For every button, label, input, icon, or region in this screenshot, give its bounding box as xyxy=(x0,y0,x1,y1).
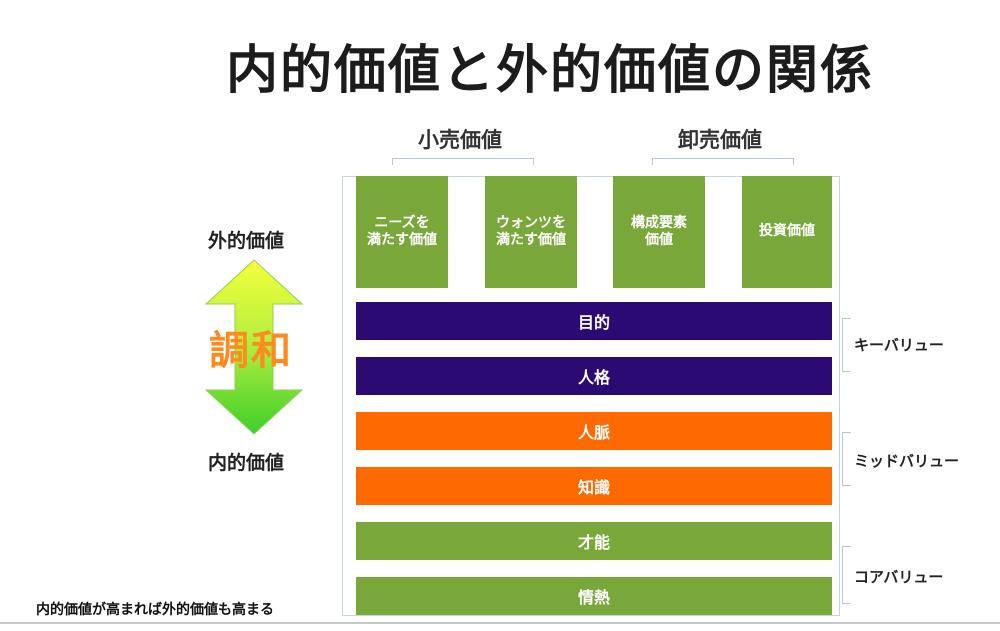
footnote-text: 内的価値が高まれば外的価値も高まる xyxy=(36,602,274,618)
internal-value-label: 内的価値 xyxy=(208,452,285,474)
needs-value-box: ニーズを 満たす価値 xyxy=(356,176,448,288)
double-arrow-icon xyxy=(204,259,304,435)
network-bar: 人脈 xyxy=(356,412,832,450)
retail-value-label: 小売価値 xyxy=(418,128,502,152)
core-value-bracket xyxy=(842,546,851,604)
wholesale-bracket xyxy=(652,158,794,165)
bottom-divider xyxy=(0,622,1000,624)
knowledge-bar: 知識 xyxy=(356,467,832,505)
key-value-bracket xyxy=(842,318,851,372)
harmony-label: 調和 xyxy=(209,328,293,374)
key-value-label: キーバリュー xyxy=(854,336,944,354)
purpose-bar: 目的 xyxy=(356,302,832,340)
component-value-box: 構成要素 価値 xyxy=(613,176,705,288)
wholesale-value-label: 卸売価値 xyxy=(678,128,762,152)
talent-bar: 才能 xyxy=(356,522,832,560)
mid-value-label: ミッドバリュー xyxy=(854,452,960,470)
page-title: 内的価値と外的価値の関係 xyxy=(225,41,874,101)
core-value-label: コアバリュー xyxy=(854,568,944,586)
retail-bracket xyxy=(392,158,534,165)
investment-value-box: 投資価値 xyxy=(742,176,832,288)
external-value-label: 外的価値 xyxy=(208,230,285,252)
diagram-frame xyxy=(342,176,840,616)
mid-value-bracket xyxy=(842,432,851,486)
wants-value-box: ウォンツを 満たす価値 xyxy=(485,176,577,288)
personality-bar: 人格 xyxy=(356,357,832,395)
passion-bar: 情熱 xyxy=(356,577,832,615)
